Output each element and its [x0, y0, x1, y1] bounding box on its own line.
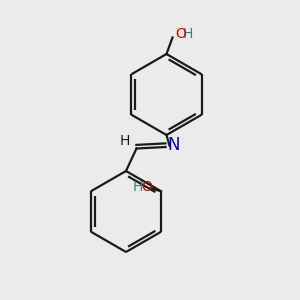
Text: H: H [183, 28, 194, 41]
Text: H: H [119, 134, 130, 148]
Text: H: H [133, 180, 143, 194]
Text: O: O [176, 28, 186, 41]
Text: N: N [167, 136, 180, 154]
Text: O: O [141, 180, 152, 194]
